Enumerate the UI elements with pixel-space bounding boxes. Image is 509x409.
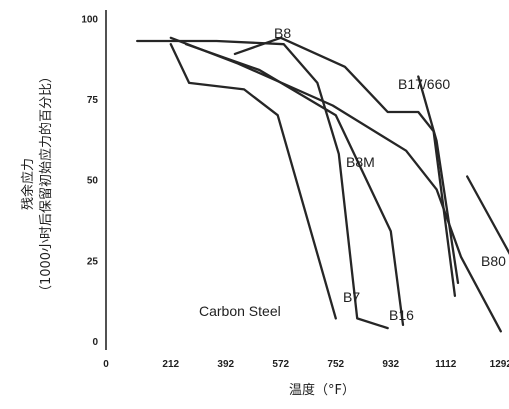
series-label-b7: B7 xyxy=(343,289,360,305)
x-tick-label: 1292 xyxy=(490,359,509,370)
y-tick-label: 0 xyxy=(92,337,98,348)
series-line-b80 xyxy=(466,175,509,255)
y-axis-title-line1: 残余应力 xyxy=(20,158,36,210)
series-line-b8m xyxy=(169,36,502,333)
x-tick-label: 1112 xyxy=(435,359,457,370)
y-axis-title: 残余应力 （1000小时后保留初始应力的百分比） xyxy=(20,70,54,298)
x-tick-label: 932 xyxy=(382,359,399,370)
x-tick-labels: 02123925727529321112129214 xyxy=(103,359,509,370)
series-labels: B8 B17/660 B8M B80 B7 B16 Carbon Steel xyxy=(199,25,506,323)
x-tick-label: 572 xyxy=(272,359,289,370)
x-tick-label: 752 xyxy=(327,359,344,370)
y-tick-label: 25 xyxy=(87,256,99,267)
x-tick-label: 392 xyxy=(217,359,234,370)
y-tick-label: 100 xyxy=(81,14,98,25)
series-label-b17-660: B17/660 xyxy=(398,76,450,92)
x-tick-label: 212 xyxy=(162,359,179,370)
series-label-b8m: B8M xyxy=(346,154,375,170)
series-lines xyxy=(136,36,509,333)
series-line-carbon-steel xyxy=(169,43,337,320)
y-axis-title-line2: （1000小时后保留初始应力的百分比） xyxy=(38,70,54,298)
series-line-b17-660 xyxy=(417,75,460,285)
series-label-b80: B80 xyxy=(481,253,506,269)
x-tick-label: 0 xyxy=(103,359,109,370)
series-label-carbon-steel: Carbon Steel xyxy=(199,303,281,319)
series-line-b7 xyxy=(136,39,389,330)
y-tick-label: 75 xyxy=(87,95,99,106)
x-axis-title: 温度（°F） xyxy=(289,382,355,398)
series-label-b8: B8 xyxy=(274,25,291,41)
y-tick-labels: 0 25 50 75 100 xyxy=(81,14,98,348)
series-label-b16: B16 xyxy=(389,307,414,323)
y-tick-label: 50 xyxy=(87,176,99,187)
